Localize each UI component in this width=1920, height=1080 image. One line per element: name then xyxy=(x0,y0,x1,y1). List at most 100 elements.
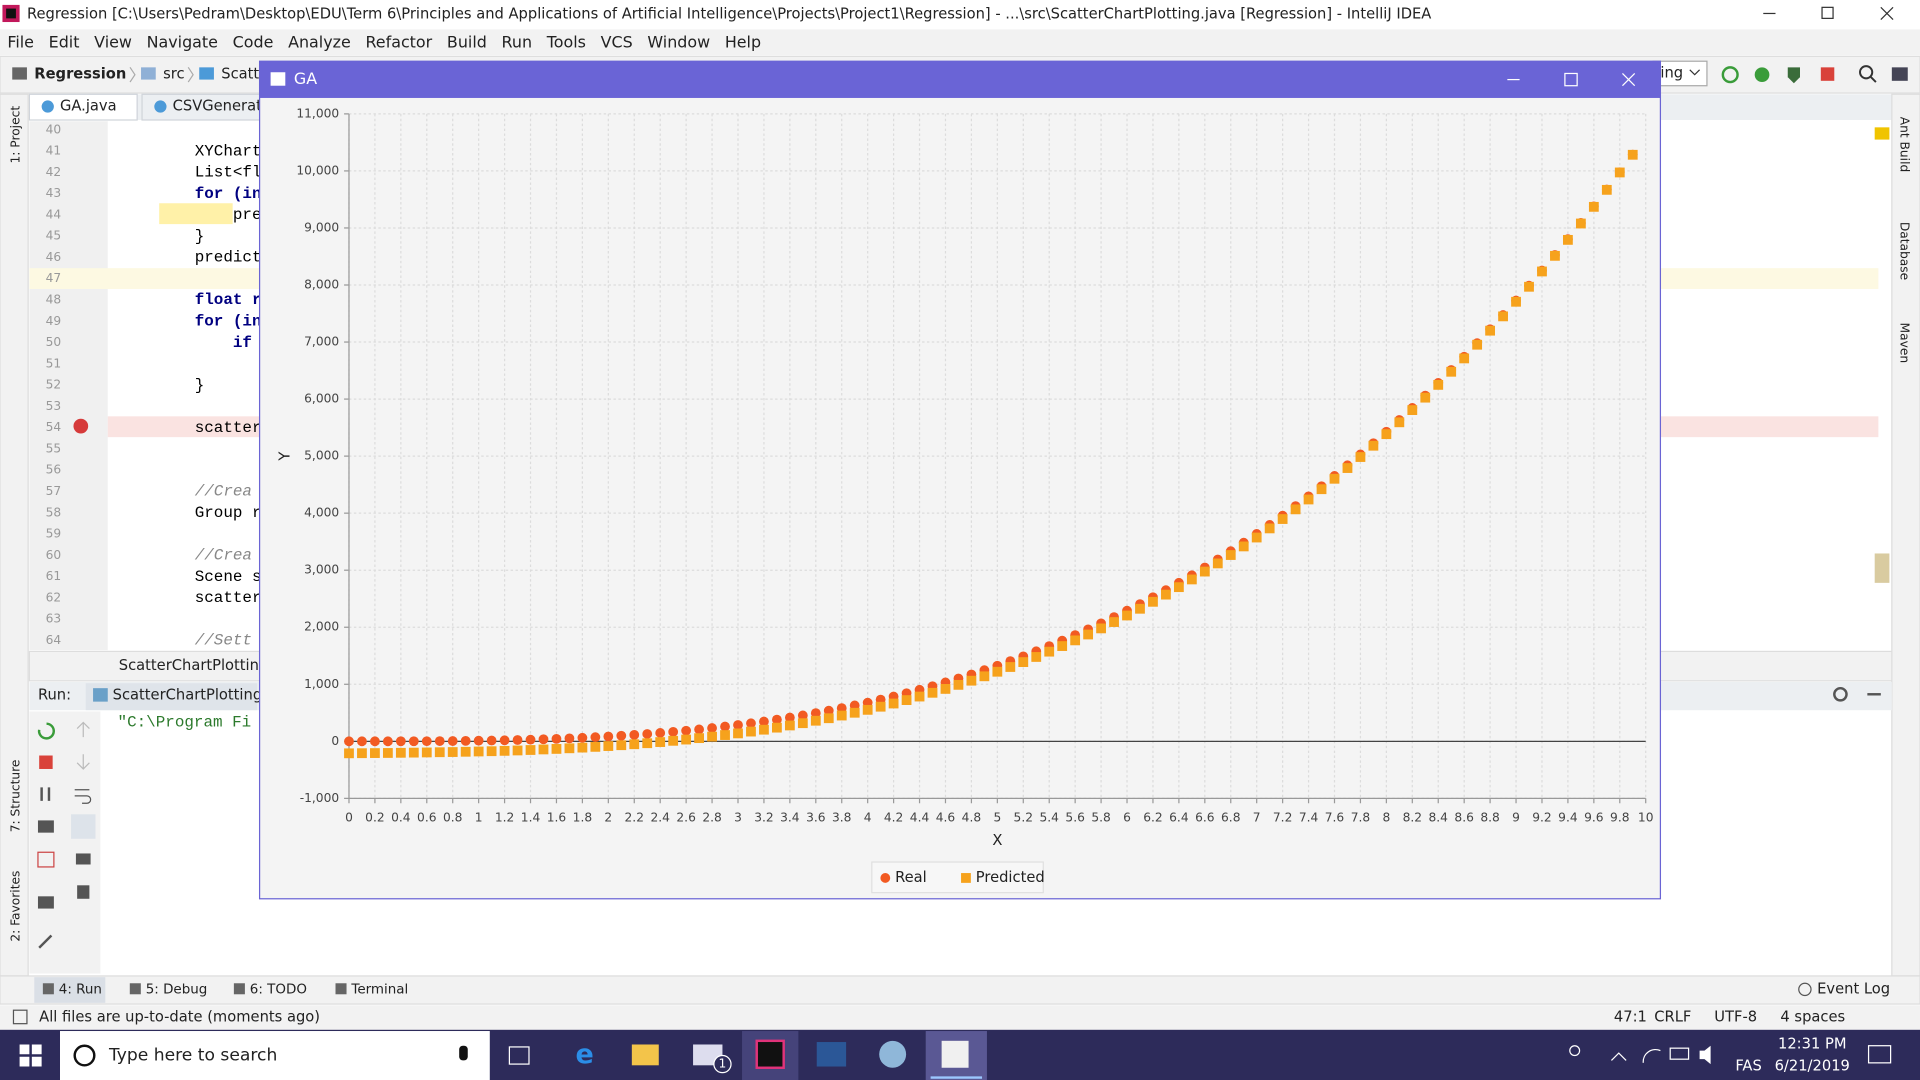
search-icon[interactable] xyxy=(1859,65,1874,80)
volume-icon[interactable] xyxy=(1699,1045,1711,1065)
menu-item[interactable]: Window xyxy=(647,32,710,51)
clock-date[interactable]: 6/21/2019 xyxy=(1775,1058,1850,1075)
event-log[interactable]: Event Log xyxy=(1817,980,1890,997)
menu-item[interactable]: Help xyxy=(725,32,761,51)
edge-icon[interactable]: e xyxy=(576,1039,594,1070)
tool-tab[interactable]: 4: Run xyxy=(59,982,102,997)
stop-icon[interactable] xyxy=(1820,67,1835,81)
debug-icon[interactable] xyxy=(1754,67,1770,83)
exit-button[interactable] xyxy=(37,851,55,868)
rerun-icon[interactable] xyxy=(1721,66,1739,84)
menu-item[interactable]: File xyxy=(7,32,34,51)
wrap-button[interactable] xyxy=(74,789,92,804)
breadcrumb-item[interactable]: src xyxy=(163,66,184,83)
legend-label[interactable]: Predicted xyxy=(976,869,1045,886)
side-tool[interactable]: Maven xyxy=(1898,323,1912,364)
up-button[interactable] xyxy=(76,721,90,738)
tool-tab[interactable]: 6: TODO xyxy=(250,982,307,997)
point xyxy=(1186,574,1197,585)
pin-button[interactable] xyxy=(38,934,53,949)
breadcrumb-icon xyxy=(141,67,156,80)
x-tick-label: 4 xyxy=(864,810,872,824)
point xyxy=(746,718,756,729)
print-button[interactable] xyxy=(75,853,91,865)
tool-tab[interactable]: Terminal xyxy=(350,982,408,997)
rerun-button[interactable] xyxy=(37,722,55,740)
tray-expand[interactable] xyxy=(1610,1052,1627,1061)
down-button[interactable] xyxy=(76,754,90,770)
point xyxy=(914,691,925,702)
menu-item[interactable]: Run xyxy=(502,32,533,51)
run-tab[interactable]: ScatterChartPlotting xyxy=(113,687,263,704)
x-tick-label: 4.4 xyxy=(910,810,930,824)
dump-button[interactable] xyxy=(37,820,54,833)
menu-item[interactable]: Tools xyxy=(546,32,586,51)
status-item[interactable]: 47:1 xyxy=(1614,1009,1647,1026)
menu-item[interactable]: Code xyxy=(233,32,274,51)
clock-time[interactable]: 12:31 PM xyxy=(1778,1035,1847,1052)
mic-icon[interactable] xyxy=(459,1045,468,1061)
side-tool[interactable]: 7: Structure xyxy=(8,760,22,833)
tab[interactable] xyxy=(141,93,266,121)
x-tick-label: 6.2 xyxy=(1143,810,1162,824)
status-item[interactable]: UTF-8 xyxy=(1714,1009,1757,1026)
code-line: pre xyxy=(195,206,262,224)
battery-icon[interactable] xyxy=(1669,1047,1690,1060)
menu-item[interactable]: Edit xyxy=(49,32,80,51)
tab-label[interactable]: CSVGenerato xyxy=(173,98,271,115)
task-view[interactable] xyxy=(508,1046,530,1065)
legend-marker xyxy=(961,873,971,883)
side-tool[interactable]: 2: Favorites xyxy=(8,871,22,942)
clear-button[interactable] xyxy=(77,885,90,899)
search-placeholder[interactable]: Type here to search xyxy=(108,1046,277,1066)
side-tool[interactable]: 1: Project xyxy=(8,106,22,164)
pause-button[interactable] xyxy=(40,787,51,801)
y-tick-label: 6,000 xyxy=(304,392,339,406)
menu-item[interactable]: VCS xyxy=(601,32,633,51)
close-button[interactable] xyxy=(1880,6,1894,21)
stop-button[interactable] xyxy=(39,755,53,769)
editor: 40 41 42 43 44 45 46 47 48 49 50 51 52 53 54 55 56 57 58 59… xyxy=(46,122,262,649)
start-button[interactable] xyxy=(19,1044,42,1067)
menu-item[interactable]: Navigate xyxy=(147,32,218,51)
editor-breadcrumb[interactable]: ScatterChartPlotting xyxy=(119,657,269,674)
scroll-button[interactable] xyxy=(71,814,96,839)
search-box[interactable] xyxy=(60,1031,490,1080)
menu-item[interactable]: Build xyxy=(447,32,487,51)
structure-icon[interactable] xyxy=(1891,67,1908,81)
point xyxy=(1472,339,1483,350)
menu-item[interactable]: View xyxy=(94,32,132,51)
tab-label[interactable]: GA.java xyxy=(60,98,117,115)
run-tab-bg[interactable] xyxy=(85,683,258,711)
word-icon[interactable] xyxy=(816,1042,847,1067)
run-config[interactable]: ing xyxy=(1660,64,1683,81)
ga-close[interactable] xyxy=(1622,73,1636,87)
input-language[interactable]: FAS xyxy=(1735,1058,1761,1075)
side-tool[interactable]: Ant Build xyxy=(1898,117,1912,173)
point xyxy=(525,734,536,745)
y-tick-label: 0 xyxy=(331,734,339,748)
ga-maximize[interactable] xyxy=(1564,72,1578,87)
restore-button[interactable] xyxy=(1821,6,1834,19)
line-number: 53 xyxy=(46,399,62,413)
status-item[interactable]: CRLF xyxy=(1654,1009,1691,1026)
breadcrumb-item[interactable]: Regression xyxy=(34,66,126,83)
explorer-icon[interactable] xyxy=(631,1044,659,1066)
point xyxy=(992,666,1003,677)
status-item[interactable]: 4 spaces xyxy=(1780,1009,1845,1026)
menu-item[interactable]: Analyze xyxy=(288,32,351,51)
coverage-icon[interactable] xyxy=(1787,67,1800,84)
people-icon[interactable] xyxy=(1569,1045,1581,1057)
point xyxy=(1446,366,1457,377)
legend-label[interactable]: Real xyxy=(895,869,927,886)
point xyxy=(1212,558,1223,569)
menu-item[interactable]: Refactor xyxy=(365,32,432,51)
layout-button[interactable] xyxy=(37,896,54,909)
wifi-icon[interactable] xyxy=(1642,1048,1661,1063)
breakpoint[interactable] xyxy=(73,418,89,434)
tool-tab[interactable]: 5: Debug xyxy=(146,982,208,997)
side-tool[interactable]: Database xyxy=(1898,222,1912,280)
settings-icon[interactable] xyxy=(1833,686,1848,702)
action-center[interactable] xyxy=(1867,1045,1892,1064)
paint-icon[interactable] xyxy=(879,1040,907,1068)
